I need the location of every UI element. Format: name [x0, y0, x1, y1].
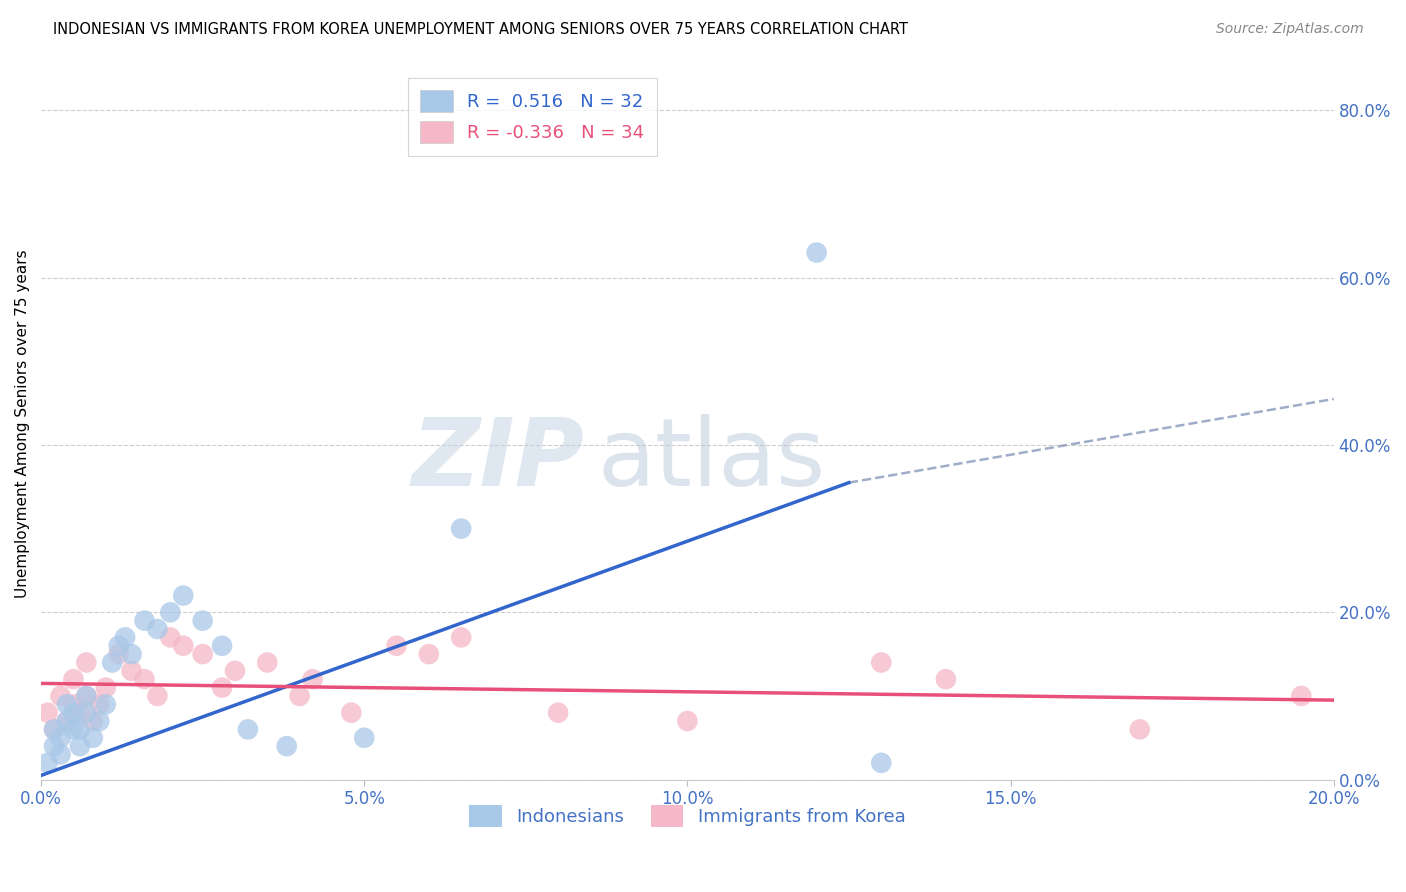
Point — [75, 656, 97, 670]
Point — [870, 656, 893, 670]
Point — [101, 656, 124, 670]
Point — [1291, 689, 1313, 703]
Point — [121, 647, 143, 661]
Point — [146, 622, 169, 636]
Point — [191, 647, 214, 661]
Point — [224, 664, 246, 678]
Point — [450, 631, 472, 645]
Text: atlas: atlas — [598, 414, 825, 506]
Point — [75, 689, 97, 703]
Text: INDONESIAN VS IMMIGRANTS FROM KOREA UNEMPLOYMENT AMONG SENIORS OVER 75 YEARS COR: INDONESIAN VS IMMIGRANTS FROM KOREA UNEM… — [53, 22, 908, 37]
Point — [89, 698, 111, 712]
Point — [62, 723, 84, 737]
Point — [82, 714, 104, 728]
Point — [62, 706, 84, 720]
Point — [49, 689, 72, 703]
Point — [94, 698, 117, 712]
Y-axis label: Unemployment Among Seniors over 75 years: Unemployment Among Seniors over 75 years — [15, 250, 30, 599]
Point — [935, 672, 957, 686]
Point — [75, 689, 97, 703]
Point — [69, 706, 91, 720]
Point — [159, 605, 181, 619]
Point — [62, 698, 84, 712]
Point — [172, 589, 194, 603]
Point — [547, 706, 569, 720]
Point — [288, 689, 311, 703]
Point — [256, 656, 278, 670]
Point — [42, 739, 65, 753]
Point — [211, 639, 233, 653]
Point — [37, 706, 59, 720]
Point — [385, 639, 408, 653]
Point — [121, 664, 143, 678]
Point — [211, 681, 233, 695]
Point — [146, 689, 169, 703]
Point — [172, 639, 194, 653]
Point — [806, 245, 828, 260]
Point — [301, 672, 323, 686]
Point — [107, 647, 129, 661]
Point — [56, 698, 79, 712]
Text: Source: ZipAtlas.com: Source: ZipAtlas.com — [1216, 22, 1364, 37]
Point — [134, 672, 156, 686]
Point — [62, 672, 84, 686]
Point — [191, 614, 214, 628]
Point — [236, 723, 259, 737]
Point — [676, 714, 699, 728]
Point — [49, 731, 72, 745]
Point — [94, 681, 117, 695]
Point — [114, 631, 136, 645]
Point — [82, 731, 104, 745]
Point — [56, 714, 79, 728]
Point — [1129, 723, 1152, 737]
Point — [134, 614, 156, 628]
Point — [159, 631, 181, 645]
Point — [49, 747, 72, 762]
Point — [56, 714, 79, 728]
Point — [42, 723, 65, 737]
Point — [418, 647, 440, 661]
Point — [89, 714, 111, 728]
Point — [42, 723, 65, 737]
Point — [276, 739, 298, 753]
Legend: Indonesians, Immigrants from Korea: Indonesians, Immigrants from Korea — [461, 798, 912, 835]
Point — [353, 731, 375, 745]
Point — [107, 639, 129, 653]
Point — [450, 522, 472, 536]
Point — [37, 756, 59, 770]
Point — [340, 706, 363, 720]
Point — [75, 706, 97, 720]
Point — [69, 739, 91, 753]
Point — [69, 723, 91, 737]
Point — [870, 756, 893, 770]
Text: ZIP: ZIP — [411, 414, 583, 506]
